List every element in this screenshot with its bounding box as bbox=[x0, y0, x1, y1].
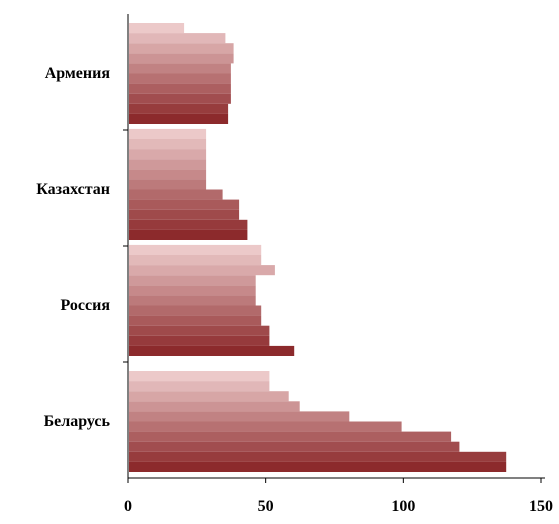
labels-group: Армения Казахстан Россия Беларусь 0 50 100 150 bbox=[36, 65, 553, 515]
bar-россия-5 bbox=[129, 285, 256, 296]
bar-казахстан-4 bbox=[129, 159, 207, 170]
bar-беларусь-6 bbox=[129, 421, 402, 432]
bar-армения-1 bbox=[129, 23, 185, 34]
bar-россия-9 bbox=[129, 325, 270, 336]
bar-россия-3 bbox=[129, 265, 275, 276]
bar-армения-9 bbox=[129, 103, 229, 114]
bar-казахстан-10 bbox=[129, 219, 248, 230]
bar-россия-2 bbox=[129, 255, 262, 266]
bar-россия-10 bbox=[129, 335, 270, 346]
bar-казахстан-2 bbox=[129, 139, 207, 150]
bar-беларусь-3 bbox=[129, 391, 289, 402]
bar-казахстан-9 bbox=[129, 209, 240, 220]
ticks-group bbox=[123, 129, 542, 483]
bar-казахстан-6 bbox=[129, 179, 207, 190]
bar-армения-7 bbox=[129, 83, 231, 94]
bar-армения-8 bbox=[129, 93, 231, 104]
bar-армения-6 bbox=[129, 73, 231, 84]
category-label: Россия bbox=[61, 297, 111, 314]
bar-беларусь-10 bbox=[129, 461, 507, 472]
bar-беларусь-9 bbox=[129, 451, 507, 462]
bar-казахстан-3 bbox=[129, 149, 207, 160]
bar-россия-11 bbox=[129, 345, 295, 356]
bar-россия-4 bbox=[129, 275, 256, 286]
bars-group bbox=[129, 23, 507, 472]
bar-россия-7 bbox=[129, 305, 262, 316]
bar-казахстан-1 bbox=[129, 128, 207, 139]
bar-беларусь-8 bbox=[129, 441, 460, 452]
bar-армения-2 bbox=[129, 33, 226, 44]
bar-россия-1 bbox=[129, 244, 262, 255]
x-tick-label: 0 bbox=[124, 498, 132, 515]
x-tick-label: 100 bbox=[391, 498, 415, 515]
bar-беларусь-2 bbox=[129, 381, 270, 392]
bar-беларусь-1 bbox=[129, 371, 270, 382]
bar-беларусь-4 bbox=[129, 401, 300, 412]
bar-казахстан-11 bbox=[129, 229, 248, 240]
x-tick-label: 50 bbox=[258, 498, 274, 515]
bar-армения-4 bbox=[129, 53, 234, 64]
category-label: Казахстан bbox=[36, 181, 110, 198]
bar-казахстан-7 bbox=[129, 189, 223, 200]
bar-россия-8 bbox=[129, 315, 262, 326]
bar-беларусь-5 bbox=[129, 411, 350, 422]
bar-россия-6 bbox=[129, 295, 256, 306]
bar-армения-5 bbox=[129, 63, 231, 74]
category-label: Беларусь bbox=[44, 413, 111, 430]
bar-армения-10 bbox=[129, 113, 229, 124]
bar-казахстан-8 bbox=[129, 199, 240, 210]
category-label: Армения bbox=[45, 65, 111, 82]
bar-армения-3 bbox=[129, 43, 234, 54]
bar-беларусь-7 bbox=[129, 431, 452, 442]
bar-казахстан-5 bbox=[129, 169, 207, 180]
x-tick-label: 150 bbox=[529, 498, 553, 515]
